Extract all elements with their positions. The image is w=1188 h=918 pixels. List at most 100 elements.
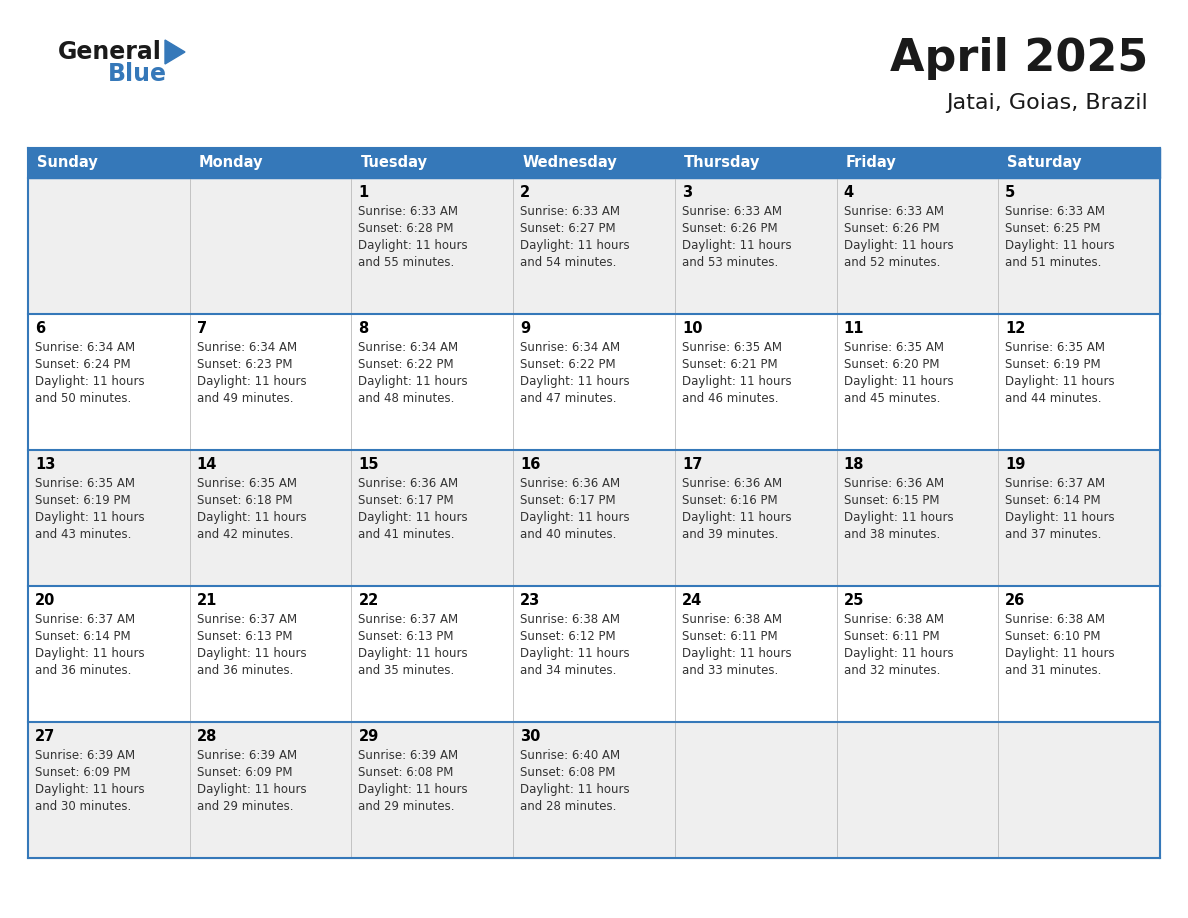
Text: Sunrise: 6:38 AM: Sunrise: 6:38 AM: [682, 613, 782, 626]
Bar: [29, 722, 1159, 858]
Bar: [352, 148, 513, 178]
Text: and 54 minutes.: and 54 minutes.: [520, 256, 617, 269]
Text: Monday: Monday: [198, 155, 264, 171]
Text: Saturday: Saturday: [1007, 155, 1082, 171]
Text: and 39 minutes.: and 39 minutes.: [682, 528, 778, 541]
Text: Daylight: 11 hours: Daylight: 11 hours: [682, 239, 791, 252]
Text: Sunrise: 6:34 AM: Sunrise: 6:34 AM: [34, 341, 135, 354]
Text: Sunrise: 6:33 AM: Sunrise: 6:33 AM: [520, 205, 620, 218]
Text: 18: 18: [843, 457, 864, 472]
Text: Sunrise: 6:38 AM: Sunrise: 6:38 AM: [520, 613, 620, 626]
Text: and 37 minutes.: and 37 minutes.: [1005, 528, 1101, 541]
Text: Sunrise: 6:34 AM: Sunrise: 6:34 AM: [197, 341, 297, 354]
Text: Sunset: 6:08 PM: Sunset: 6:08 PM: [359, 766, 454, 779]
Bar: [29, 450, 1159, 586]
Text: Friday: Friday: [846, 155, 896, 171]
Bar: [190, 148, 352, 178]
Text: Sunrise: 6:33 AM: Sunrise: 6:33 AM: [843, 205, 943, 218]
Text: 30: 30: [520, 729, 541, 744]
Text: and 45 minutes.: and 45 minutes.: [843, 392, 940, 405]
Text: and 46 minutes.: and 46 minutes.: [682, 392, 778, 405]
Text: Daylight: 11 hours: Daylight: 11 hours: [682, 511, 791, 524]
Text: and 29 minutes.: and 29 minutes.: [197, 800, 293, 813]
Text: Sunday: Sunday: [37, 155, 97, 171]
Bar: [513, 148, 675, 178]
Text: Sunrise: 6:35 AM: Sunrise: 6:35 AM: [1005, 341, 1105, 354]
Text: Sunset: 6:14 PM: Sunset: 6:14 PM: [1005, 494, 1101, 507]
Text: Sunset: 6:19 PM: Sunset: 6:19 PM: [34, 494, 131, 507]
Text: Sunrise: 6:38 AM: Sunrise: 6:38 AM: [843, 613, 943, 626]
Text: Daylight: 11 hours: Daylight: 11 hours: [197, 647, 307, 660]
Text: Daylight: 11 hours: Daylight: 11 hours: [359, 647, 468, 660]
Text: 6: 6: [34, 321, 45, 336]
Text: Sunrise: 6:39 AM: Sunrise: 6:39 AM: [197, 749, 297, 762]
Text: 16: 16: [520, 457, 541, 472]
Text: Daylight: 11 hours: Daylight: 11 hours: [34, 511, 145, 524]
Text: Daylight: 11 hours: Daylight: 11 hours: [520, 647, 630, 660]
Text: Sunrise: 6:36 AM: Sunrise: 6:36 AM: [520, 477, 620, 490]
Text: Daylight: 11 hours: Daylight: 11 hours: [682, 375, 791, 388]
Text: 25: 25: [843, 593, 864, 608]
Text: 1: 1: [359, 185, 368, 200]
Text: Sunrise: 6:34 AM: Sunrise: 6:34 AM: [520, 341, 620, 354]
Text: and 44 minutes.: and 44 minutes.: [1005, 392, 1101, 405]
Text: Daylight: 11 hours: Daylight: 11 hours: [520, 511, 630, 524]
Bar: [29, 314, 1159, 450]
Text: Sunrise: 6:38 AM: Sunrise: 6:38 AM: [1005, 613, 1105, 626]
Text: Thursday: Thursday: [684, 155, 760, 171]
Text: Sunset: 6:12 PM: Sunset: 6:12 PM: [520, 630, 615, 643]
Text: and 49 minutes.: and 49 minutes.: [197, 392, 293, 405]
Text: 17: 17: [682, 457, 702, 472]
Text: Daylight: 11 hours: Daylight: 11 hours: [843, 239, 953, 252]
Text: 5: 5: [1005, 185, 1016, 200]
Text: Daylight: 11 hours: Daylight: 11 hours: [197, 783, 307, 796]
Text: Daylight: 11 hours: Daylight: 11 hours: [197, 375, 307, 388]
Text: Sunrise: 6:33 AM: Sunrise: 6:33 AM: [1005, 205, 1105, 218]
Text: Daylight: 11 hours: Daylight: 11 hours: [520, 783, 630, 796]
Text: 4: 4: [843, 185, 854, 200]
Text: Daylight: 11 hours: Daylight: 11 hours: [359, 375, 468, 388]
Text: Sunset: 6:27 PM: Sunset: 6:27 PM: [520, 222, 615, 235]
Text: General: General: [58, 40, 162, 64]
Text: 22: 22: [359, 593, 379, 608]
Text: 7: 7: [197, 321, 207, 336]
Text: 26: 26: [1005, 593, 1025, 608]
Text: and 53 minutes.: and 53 minutes.: [682, 256, 778, 269]
Text: Sunset: 6:08 PM: Sunset: 6:08 PM: [520, 766, 615, 779]
Bar: [675, 148, 836, 178]
Text: Sunset: 6:15 PM: Sunset: 6:15 PM: [843, 494, 939, 507]
Text: Daylight: 11 hours: Daylight: 11 hours: [520, 375, 630, 388]
Text: Sunset: 6:17 PM: Sunset: 6:17 PM: [359, 494, 454, 507]
Text: Sunset: 6:16 PM: Sunset: 6:16 PM: [682, 494, 777, 507]
Bar: [998, 148, 1159, 178]
Text: Daylight: 11 hours: Daylight: 11 hours: [1005, 647, 1114, 660]
Text: 27: 27: [34, 729, 56, 744]
Text: Sunrise: 6:39 AM: Sunrise: 6:39 AM: [34, 749, 135, 762]
Text: 14: 14: [197, 457, 217, 472]
Text: Sunset: 6:24 PM: Sunset: 6:24 PM: [34, 358, 131, 371]
Text: Sunset: 6:26 PM: Sunset: 6:26 PM: [843, 222, 940, 235]
Text: Daylight: 11 hours: Daylight: 11 hours: [359, 239, 468, 252]
Text: and 43 minutes.: and 43 minutes.: [34, 528, 132, 541]
Text: Sunset: 6:17 PM: Sunset: 6:17 PM: [520, 494, 615, 507]
Text: Sunrise: 6:36 AM: Sunrise: 6:36 AM: [843, 477, 943, 490]
Text: Sunset: 6:13 PM: Sunset: 6:13 PM: [197, 630, 292, 643]
Text: Sunset: 6:25 PM: Sunset: 6:25 PM: [1005, 222, 1101, 235]
Text: 19: 19: [1005, 457, 1025, 472]
Text: Sunset: 6:21 PM: Sunset: 6:21 PM: [682, 358, 777, 371]
Text: Sunset: 6:13 PM: Sunset: 6:13 PM: [359, 630, 454, 643]
Text: and 35 minutes.: and 35 minutes.: [359, 664, 455, 677]
Bar: [29, 178, 1159, 314]
Text: Blue: Blue: [108, 62, 168, 86]
Text: Sunrise: 6:40 AM: Sunrise: 6:40 AM: [520, 749, 620, 762]
Text: Wednesday: Wednesday: [523, 155, 617, 171]
Text: Sunset: 6:09 PM: Sunset: 6:09 PM: [34, 766, 131, 779]
Text: Tuesday: Tuesday: [360, 155, 428, 171]
Text: Daylight: 11 hours: Daylight: 11 hours: [34, 647, 145, 660]
Text: Sunset: 6:23 PM: Sunset: 6:23 PM: [197, 358, 292, 371]
Text: Sunrise: 6:33 AM: Sunrise: 6:33 AM: [682, 205, 782, 218]
Text: Daylight: 11 hours: Daylight: 11 hours: [34, 375, 145, 388]
Text: Sunset: 6:26 PM: Sunset: 6:26 PM: [682, 222, 777, 235]
Text: Sunset: 6:11 PM: Sunset: 6:11 PM: [843, 630, 940, 643]
Text: Sunset: 6:22 PM: Sunset: 6:22 PM: [359, 358, 454, 371]
